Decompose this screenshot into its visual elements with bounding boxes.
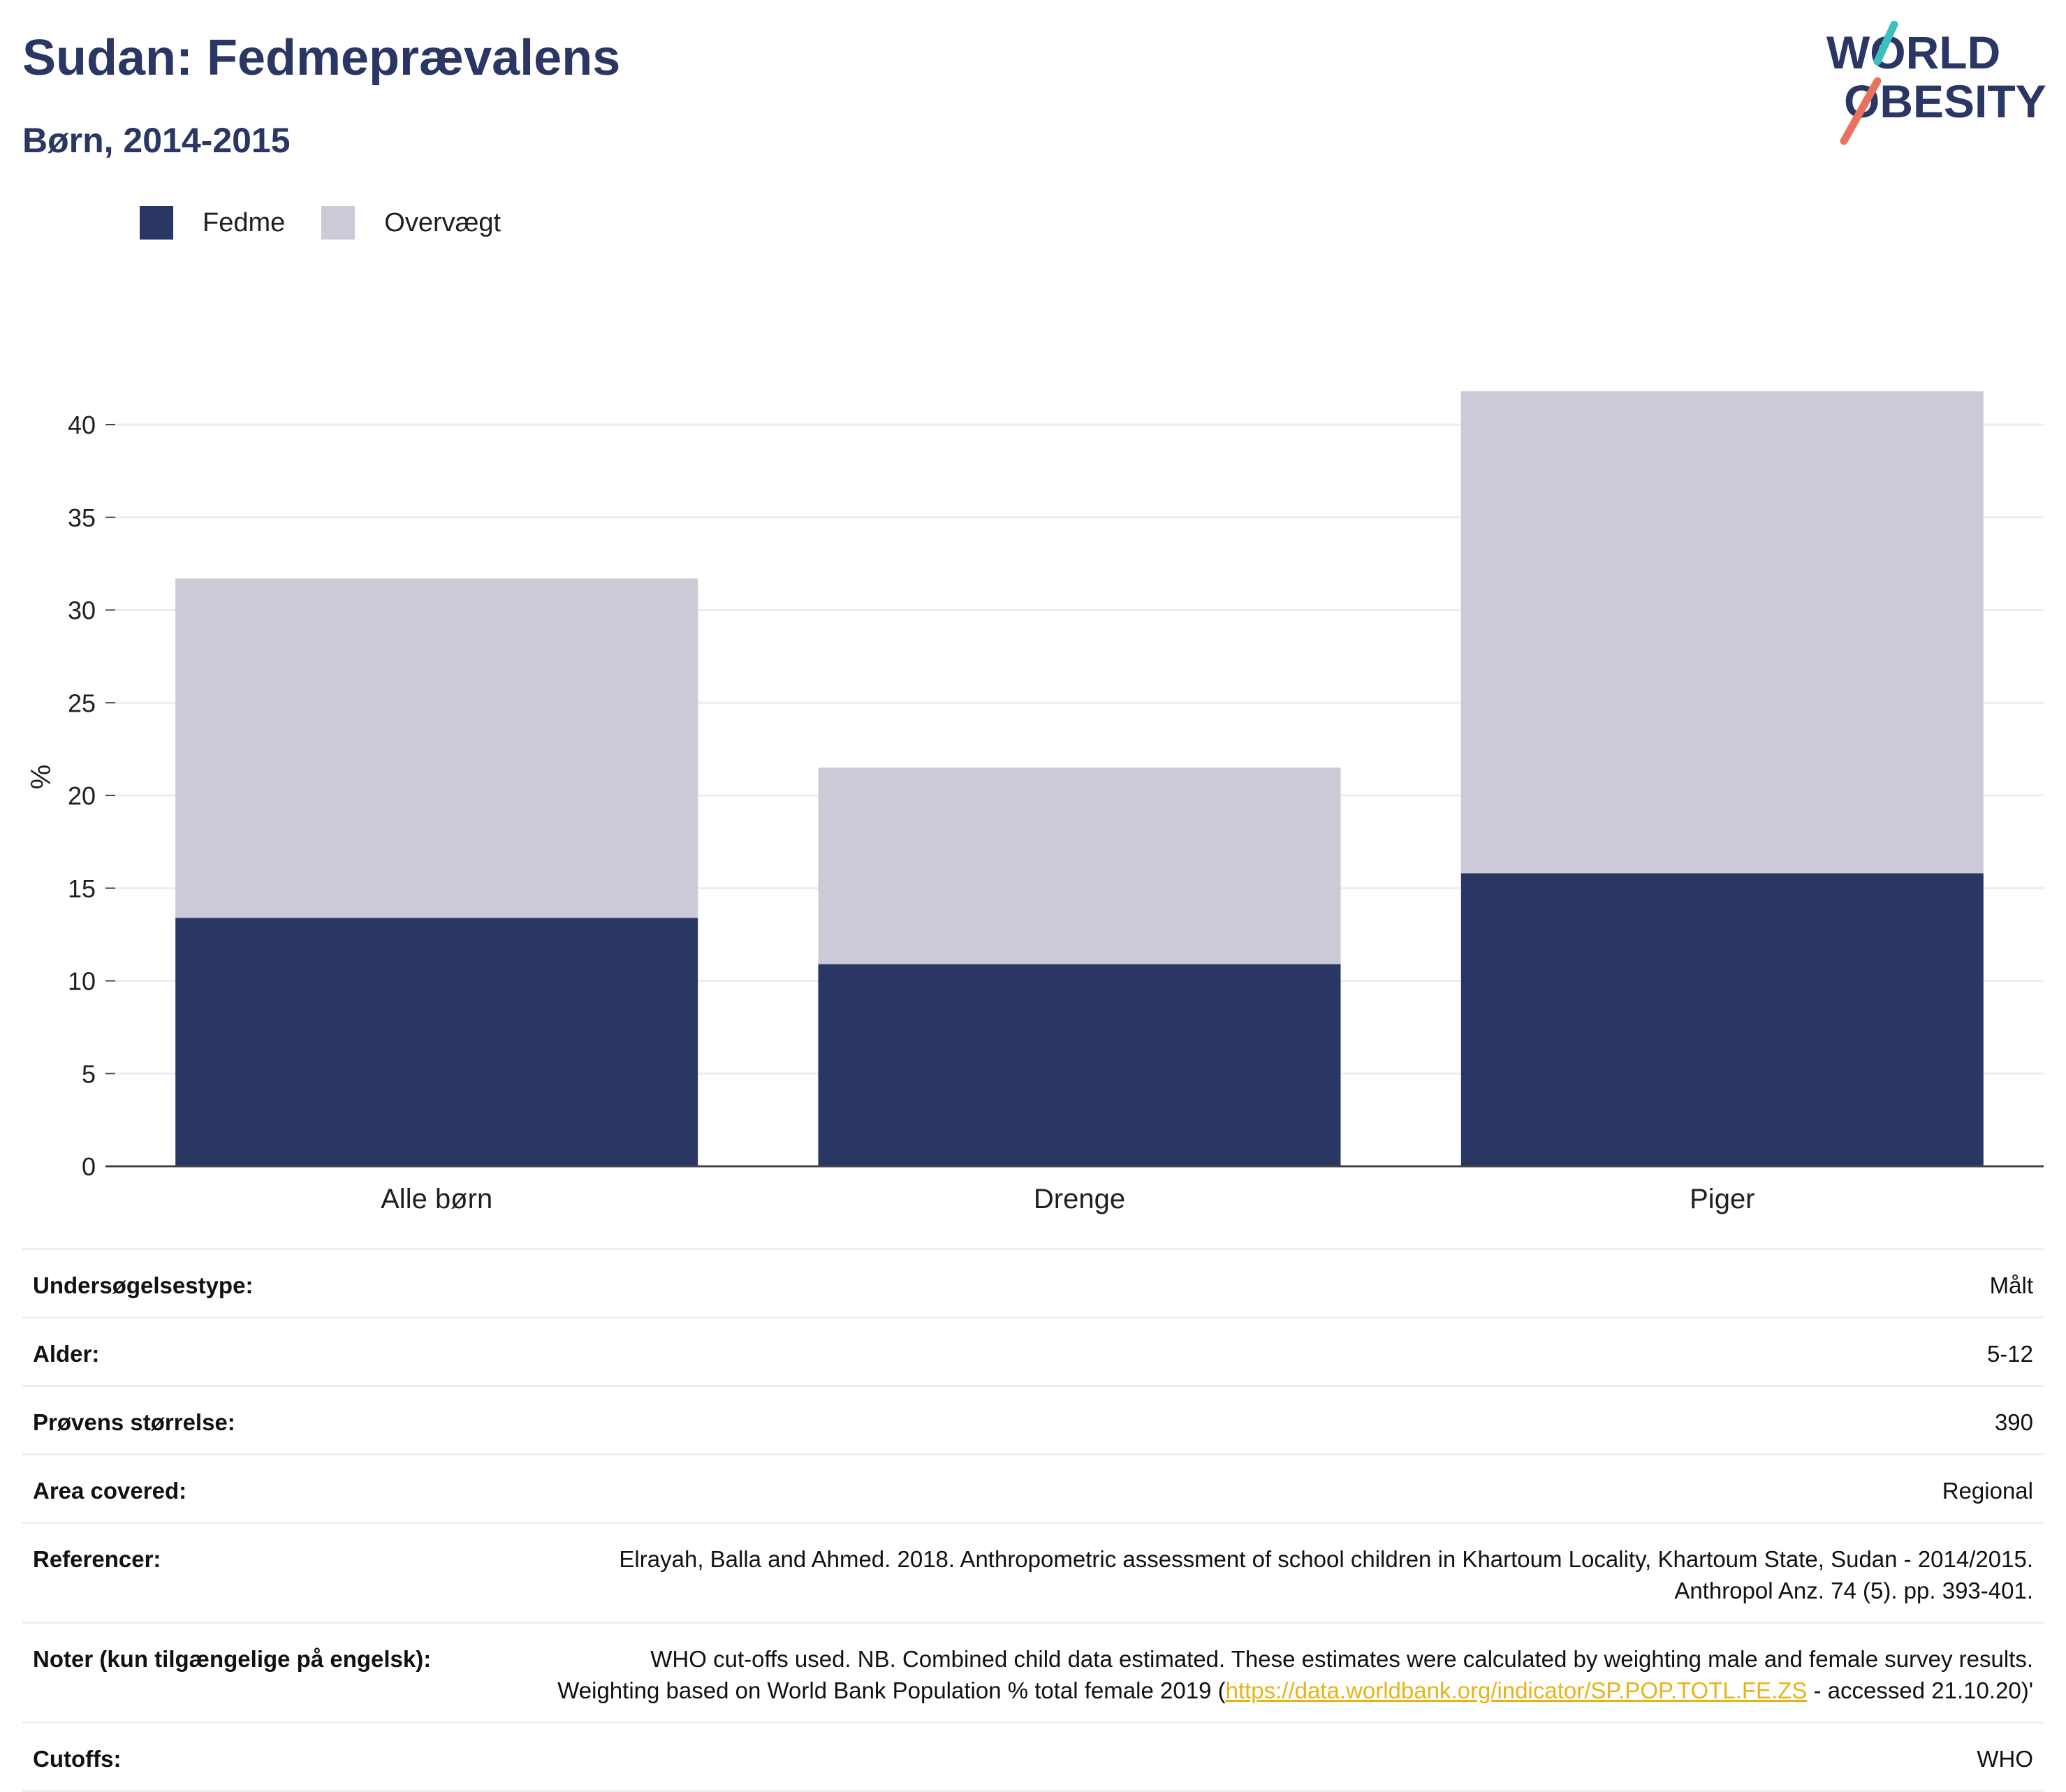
y-tick-label: 30 (68, 596, 96, 625)
info-row-age: Alder: 5-12 (22, 1318, 2044, 1386)
info-row-cutoffs: Cutoffs: WHO (22, 1723, 2044, 1791)
survey-info-table: Undersøgelsestype: Målt Alder: 5-12 Prøv… (22, 1248, 2044, 1792)
y-tick-label: 10 (68, 967, 96, 996)
info-label: Undersøgelsestype: (33, 1272, 254, 1298)
info-row-references: Referencer: Elrayah, Balla and Ahmed. 20… (22, 1523, 2044, 1623)
x-tick-label: Piger (1690, 1184, 1754, 1214)
info-row-notes: Noter (kun tilgængelige på engelsk): WHO… (22, 1623, 2044, 1723)
bar-overvaegt (818, 768, 1341, 964)
info-label: Noter (kun tilgængelige på engelsk): (33, 1646, 432, 1672)
info-value: Elrayah, Balla and Ahmed. 2018. Anthropo… (619, 1546, 2033, 1603)
y-tick-label: 5 (82, 1059, 96, 1088)
bar-fedme (175, 918, 698, 1166)
legend-label-overvaegt: Overvægt (384, 207, 501, 237)
y-tick-label: 20 (68, 781, 96, 810)
y-tick-label: 35 (68, 504, 96, 532)
bar-fedme (1460, 873, 1984, 1166)
info-label: Cutoffs: (33, 1746, 122, 1772)
x-tick-label: Drenge (1034, 1184, 1125, 1214)
info-label: Prøvens størrelse: (33, 1409, 235, 1435)
info-label: Alder: (33, 1341, 100, 1367)
notes-text-after: - accessed 21.10.20)' (1807, 1677, 2034, 1703)
bar-fedme (818, 964, 1341, 1166)
notes-text-before: WHO cut-offs used. NB. Combined child da… (557, 1646, 2033, 1703)
chart-subtitle: Børn, 2014-2015 (22, 121, 291, 160)
bar-overvaegt (175, 578, 698, 918)
info-value: Målt (1989, 1272, 2033, 1298)
info-row-area-covered: Area covered: Regional (22, 1455, 2044, 1523)
logo-slash-teal (1873, 21, 1898, 66)
chart-title: Sudan: Fedmeprævalens (22, 30, 621, 86)
info-value: WHO cut-offs used. NB. Combined child da… (532, 1623, 2044, 1723)
legend-item-overvaegt[interactable]: Overvægt (321, 206, 501, 240)
legend-swatch-fedme (140, 206, 173, 240)
logo-slash-coral (1840, 77, 1882, 145)
y-tick-label: 15 (68, 874, 96, 903)
info-value: 5-12 (1986, 1341, 2033, 1367)
y-tick-label: 25 (68, 689, 96, 717)
chart-legend: Fedme Overvægt (140, 206, 537, 240)
info-label: Referencer: (33, 1546, 161, 1572)
y-tick-label: 0 (82, 1152, 96, 1181)
bar-chart: 0 5 10 15 20 25 30 35 40% Alle børn Drenge Piger (26, 391, 2044, 1214)
x-tick-label: Alle børn (381, 1184, 492, 1214)
bar-overvaegt (1460, 391, 1984, 874)
logo-word-world: WORLD (1826, 27, 2000, 78)
legend-swatch-overvaegt (321, 206, 356, 240)
info-value: 390 (1994, 1409, 2033, 1435)
info-label: Area covered: (33, 1478, 187, 1504)
y-tick-label: 40 (68, 411, 96, 439)
world-obesity-logo: WORLD OBESITY (1826, 21, 2046, 145)
info-value: WHO (1977, 1746, 2033, 1772)
info-row-survey-type: Undersøgelsestype: Målt (22, 1249, 2044, 1318)
info-row-sample-size: Prøvens størrelse: 390 (22, 1386, 2044, 1455)
legend-label-fedme: Fedme (203, 207, 286, 237)
legend-item-fedme[interactable]: Fedme (140, 206, 285, 240)
info-value: Regional (1942, 1478, 2033, 1504)
y-axis-title: % (26, 765, 57, 790)
worldbank-link[interactable]: https://data.worldbank.org/indicator/SP.… (1225, 1677, 1808, 1703)
